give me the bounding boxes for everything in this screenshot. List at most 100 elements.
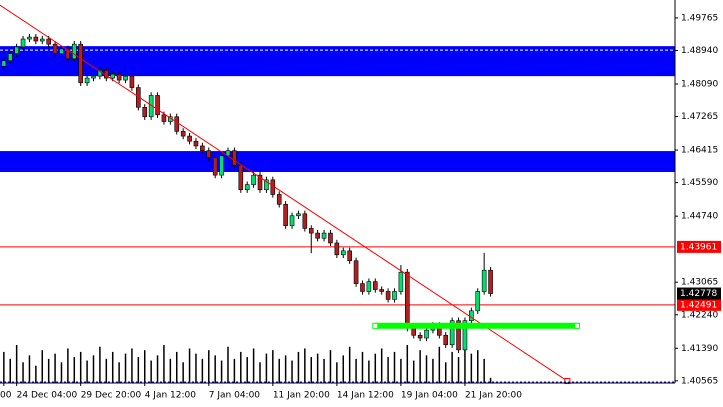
candle-body bbox=[212, 157, 218, 176]
candle-body bbox=[200, 145, 205, 151]
y-tick-label: 1.41390 bbox=[681, 344, 718, 354]
candle-body bbox=[443, 334, 449, 346]
candle-body bbox=[123, 75, 128, 81]
candle-body bbox=[244, 184, 250, 191]
anchor-point bbox=[574, 322, 581, 329]
y-tick-label: 1.40565 bbox=[681, 376, 718, 386]
candle-body bbox=[65, 48, 71, 60]
candle-body bbox=[411, 327, 417, 336]
x-tick-label: 11 Jan 20:00 bbox=[273, 391, 330, 401]
candle-body bbox=[193, 140, 199, 147]
candle-body bbox=[308, 228, 314, 234]
x-tick-label: 24 Dec 04:00 bbox=[17, 391, 78, 401]
current-price-box bbox=[677, 287, 721, 300]
candle-body bbox=[84, 77, 90, 84]
y-tick-label: 1.42240 bbox=[681, 310, 718, 320]
candle-body bbox=[328, 232, 333, 244]
candle-body bbox=[7, 53, 13, 62]
candle-body bbox=[347, 250, 352, 262]
candle-body bbox=[155, 95, 160, 116]
candle-body bbox=[360, 283, 365, 292]
candle-body bbox=[353, 260, 359, 284]
candle-body bbox=[20, 38, 26, 48]
price-label: 1.43961 bbox=[680, 242, 717, 252]
candle-body bbox=[71, 43, 77, 60]
candle-body bbox=[251, 174, 256, 185]
x-tick-label: 7 Jan 04:00 bbox=[209, 391, 261, 401]
anchor-point bbox=[372, 322, 379, 329]
x-tick-label: 14 Jan 12:00 bbox=[337, 391, 394, 401]
x-tick-label: 19 Jan 04:00 bbox=[401, 391, 458, 401]
candle-body bbox=[232, 150, 237, 166]
x-tick-label: 29 Dec 20:00 bbox=[81, 391, 142, 401]
price-label: 1.42491 bbox=[680, 300, 717, 310]
candle-body bbox=[206, 150, 212, 159]
candle-body bbox=[110, 73, 116, 79]
anchor-point bbox=[564, 378, 571, 385]
candle-body bbox=[462, 320, 468, 351]
candle-body bbox=[379, 289, 384, 292]
x-tick-label: 21 Jan 20:00 bbox=[465, 391, 522, 401]
candle-body bbox=[52, 43, 58, 54]
y-tick-label: 1.48090 bbox=[681, 80, 718, 90]
current-price-label: 1.42778 bbox=[680, 289, 717, 299]
candle-body bbox=[481, 269, 487, 292]
candle-body bbox=[142, 106, 148, 118]
candle-body bbox=[456, 320, 461, 351]
candle-body bbox=[398, 271, 404, 292]
price-band bbox=[0, 151, 675, 172]
candle-body bbox=[33, 36, 39, 42]
candle-body bbox=[27, 36, 32, 40]
candle-body bbox=[283, 204, 288, 226]
candle-body bbox=[257, 174, 263, 191]
candle-body bbox=[238, 164, 244, 191]
y-tick-label: 1.49765 bbox=[681, 13, 718, 23]
candle-body bbox=[174, 116, 180, 132]
candle-body bbox=[340, 250, 346, 256]
candle-body bbox=[264, 179, 269, 191]
candle-body bbox=[276, 194, 282, 205]
candle-body bbox=[180, 131, 186, 137]
candle-body bbox=[302, 213, 308, 229]
candle-body bbox=[14, 46, 19, 54]
plot-area bbox=[0, 4, 675, 385]
candle-body bbox=[424, 329, 429, 339]
candle-body bbox=[392, 291, 397, 300]
y-tick-label: 1.44740 bbox=[681, 212, 718, 222]
candle-body bbox=[296, 213, 301, 217]
candle-body bbox=[161, 114, 167, 122]
candle-body bbox=[366, 281, 372, 292]
candle-body bbox=[469, 310, 474, 321]
candle-body bbox=[488, 269, 493, 294]
price-label-box bbox=[677, 240, 721, 253]
candle-body bbox=[385, 291, 391, 300]
candle-body bbox=[59, 48, 64, 54]
candle-body bbox=[116, 73, 122, 81]
candle-body bbox=[136, 87, 141, 108]
candle-body bbox=[321, 232, 327, 239]
candle-body bbox=[315, 232, 320, 239]
x-tick-label: 4 Jan 12:00 bbox=[145, 391, 197, 401]
candle-body bbox=[129, 75, 135, 88]
y-tick-label: 1.45590 bbox=[681, 178, 718, 188]
candle-body bbox=[91, 75, 96, 79]
price-label-box bbox=[677, 298, 721, 311]
candle-body bbox=[372, 281, 378, 290]
candle-body bbox=[78, 43, 83, 84]
candle-body bbox=[405, 271, 410, 329]
candle-body bbox=[39, 38, 45, 42]
candle-body bbox=[187, 135, 192, 142]
y-tick-label: 1.47265 bbox=[681, 112, 718, 122]
y-tick-label: 1.48940 bbox=[681, 46, 718, 56]
candle-body bbox=[475, 291, 481, 312]
candle-body bbox=[289, 215, 295, 226]
candle-body bbox=[449, 320, 455, 346]
candle-body bbox=[334, 242, 340, 256]
trend-line bbox=[0, 4, 568, 382]
y-tick-label: 1.46415 bbox=[681, 146, 718, 156]
x-tick-label: 00 bbox=[0, 391, 12, 401]
candle-body bbox=[1, 60, 7, 67]
candle-body bbox=[417, 334, 423, 339]
y-tick-label: 1.43065 bbox=[681, 278, 718, 288]
